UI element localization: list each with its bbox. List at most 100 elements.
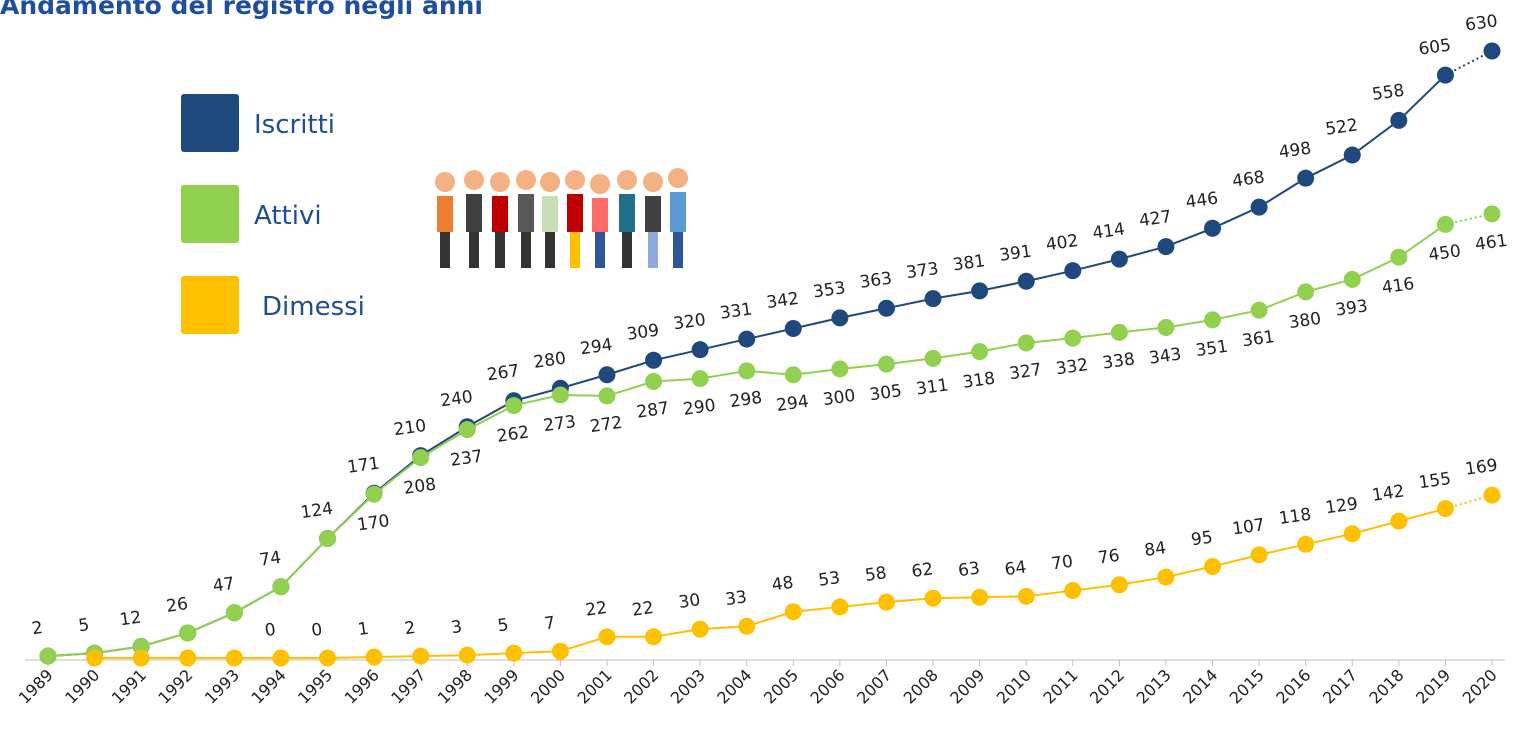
data-point (365, 485, 383, 503)
data-label: 1 (357, 619, 371, 640)
data-label: 630 (1464, 11, 1499, 35)
data-point (1157, 568, 1175, 586)
x-tick-label: 1989 (15, 665, 57, 707)
data-label: 0 (310, 620, 324, 641)
data-point (598, 366, 616, 384)
x-tick-label: 2017 (1319, 665, 1361, 707)
data-label: 240 (439, 387, 474, 411)
data-label: 332 (1055, 355, 1090, 379)
data-label: 287 (635, 398, 670, 422)
data-label: 380 (1288, 309, 1323, 333)
data-point (1483, 205, 1501, 223)
data-label: 320 (672, 310, 707, 334)
data-label: 402 (1045, 231, 1080, 255)
data-label: 353 (812, 278, 847, 302)
data-point (971, 282, 989, 300)
data-point (1297, 535, 1315, 553)
data-point (691, 370, 709, 388)
data-point (645, 628, 663, 646)
data-point (1204, 219, 1222, 237)
data-label: 170 (356, 511, 391, 535)
data-label: 62 (910, 559, 934, 582)
data-label: 363 (858, 269, 893, 293)
data-point (924, 290, 942, 308)
x-tick-label: 1996 (341, 665, 383, 707)
data-label: 280 (532, 349, 567, 373)
x-tick-label: 2003 (667, 665, 709, 707)
data-label: 58 (864, 563, 888, 586)
x-tick-label: 2001 (574, 665, 616, 707)
x-tick-label: 2015 (1226, 665, 1268, 707)
data-point (1390, 248, 1408, 266)
data-point (645, 351, 663, 369)
data-label: 294 (775, 392, 810, 416)
data-label: 22 (631, 598, 655, 621)
data-label: 331 (719, 299, 754, 323)
x-tick-label: 2006 (806, 665, 848, 707)
x-tick-label: 2018 (1365, 665, 1407, 707)
data-point (1250, 301, 1268, 319)
data-label: 155 (1417, 469, 1452, 493)
data-point (1204, 311, 1222, 329)
legend-label: Dimessi (262, 292, 365, 322)
data-point (1204, 557, 1222, 575)
x-tick-label: 2019 (1412, 665, 1454, 707)
data-point (691, 620, 709, 638)
data-label: 338 (1101, 349, 1136, 373)
data-point (831, 360, 849, 378)
x-tick-label: 2004 (713, 665, 755, 707)
data-label: 461 (1474, 231, 1509, 255)
data-point (1483, 486, 1501, 504)
data-point (1250, 546, 1268, 564)
data-label: 267 (486, 361, 521, 385)
data-label: 118 (1278, 505, 1313, 529)
x-tick-label: 1990 (61, 665, 103, 707)
x-tick-label: 2007 (853, 665, 895, 707)
data-label: 294 (579, 335, 614, 359)
series-line (47, 223, 1446, 658)
data-label: 64 (1003, 557, 1027, 580)
data-point (551, 386, 569, 404)
data-point (738, 362, 756, 380)
data-label: 33 (724, 587, 748, 610)
data-point (1343, 270, 1361, 288)
data-point (1436, 215, 1454, 233)
data-point (1343, 525, 1361, 543)
data-point (179, 624, 197, 642)
data-point (505, 644, 523, 662)
data-point (1250, 198, 1268, 216)
x-tick-label: 1995 (294, 665, 336, 707)
data-label: 3 (450, 617, 464, 638)
data-point (738, 330, 756, 348)
data-label: 142 (1371, 481, 1406, 505)
data-label: 5 (77, 615, 91, 636)
x-tick-label: 1991 (108, 665, 150, 707)
data-label: 262 (496, 422, 531, 446)
data-point (225, 649, 243, 667)
x-tick-label: 2010 (993, 665, 1035, 707)
data-label: 0 (264, 620, 278, 641)
data-point (877, 299, 895, 317)
data-label: 84 (1143, 538, 1167, 561)
data-point (1297, 283, 1315, 301)
x-tick-label: 2012 (1086, 665, 1128, 707)
data-label: 12 (118, 607, 142, 630)
data-label: 47 (212, 574, 236, 597)
data-label: 26 (165, 594, 189, 617)
data-point (738, 617, 756, 635)
data-point (598, 387, 616, 405)
data-point (645, 372, 663, 390)
data-label: 468 (1231, 167, 1266, 191)
data-point (877, 593, 895, 611)
series-line-projection (1444, 50, 1493, 76)
data-point (1436, 66, 1454, 84)
data-point (1064, 582, 1082, 600)
data-point (598, 628, 616, 646)
data-label: 373 (905, 259, 940, 283)
data-label: 30 (677, 590, 701, 613)
x-tick-label: 2016 (1272, 665, 1314, 707)
data-label: 107 (1231, 515, 1266, 539)
data-point (1483, 42, 1501, 60)
data-label: 416 (1381, 274, 1416, 298)
